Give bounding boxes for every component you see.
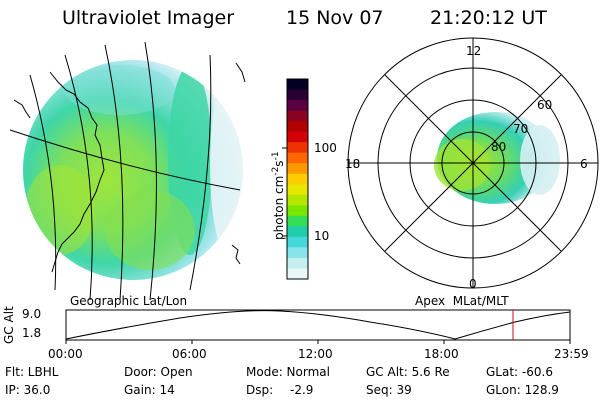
unit-exp2: -1 [271, 151, 281, 161]
ip-info: IP: 36.0 [5, 383, 51, 397]
colorbar-segment [287, 226, 308, 238]
altitude-ymax: 9.0 [22, 307, 42, 321]
geographic-image [9, 41, 246, 301]
colorbar-segment [287, 89, 308, 101]
instrument-title: Ultraviolet Imager [62, 7, 235, 29]
colorbar-segment [287, 131, 308, 143]
glat-info: GLat: -60.6 [486, 365, 553, 379]
colorbar-segment [287, 236, 308, 248]
unit-text: photon cm [272, 175, 286, 240]
colorbar-segment [287, 163, 308, 175]
mlt-label-6: 6 [580, 157, 588, 171]
colorbar-segment [287, 257, 308, 269]
gc-alt-info: GC Alt: 5.6 Re [366, 365, 450, 379]
altitude-ymin: 1.8 [22, 326, 42, 340]
colorbar-segment [287, 215, 308, 227]
colorbar-tick-100: 100 [314, 141, 337, 155]
unit-exp1: -2 [271, 166, 281, 176]
gain-info: Gain: 14 [124, 383, 175, 397]
colorbar-segment [287, 100, 308, 112]
date-label: 15 Nov 07 [286, 7, 384, 29]
unit-s: s [272, 160, 286, 167]
mlat-label-80: 80 [491, 140, 507, 154]
colorbar-tick-10: 10 [314, 229, 330, 243]
dsp-label: Dsp: [246, 383, 274, 397]
time-tick-1800: 18:00 [424, 347, 459, 361]
colorbar-segment [287, 110, 308, 122]
geographic-label: Geographic Lat/Lon [70, 294, 188, 308]
dsp-value: -2.9 [290, 383, 314, 397]
mlat-label-70: 70 [513, 122, 529, 136]
time-tick-0600: 06:00 [172, 347, 207, 361]
mlat-label-60: 60 [537, 98, 553, 112]
colorbar-segment [287, 173, 308, 185]
door-info: Door: Open [124, 365, 193, 379]
apex-label: Apex MLat/MLT [415, 294, 509, 308]
time-tick-0000: 00:00 [48, 347, 83, 361]
mode-info: Mode: Normal [246, 365, 330, 379]
colorbar-unit: photon cm-2s-1 [271, 151, 286, 240]
colorbar-segment [287, 142, 308, 154]
glon-info: GLon: 128.9 [486, 383, 559, 397]
altitude-curve [65, 310, 571, 340]
polar-image [347, 37, 599, 289]
mlt-label-12: 12 [466, 44, 482, 58]
colorbar-segment [287, 268, 308, 280]
time-label: 21:20:12 UT [430, 7, 547, 29]
mlt-label-0: 0 [469, 277, 477, 291]
colorbar-segment [287, 247, 308, 259]
seq-info: Seq: 39 [366, 383, 412, 397]
time-tick-2359: 23:59 [554, 347, 589, 361]
colorbar-segment [287, 79, 308, 91]
filter-info: Flt: LBHL [5, 365, 59, 379]
altitude-axis-title: GC Alt [2, 306, 16, 344]
colorbar-segment [287, 121, 308, 133]
graticule [9, 41, 241, 301]
altitude-plot [65, 309, 571, 344]
polar-grid [347, 37, 599, 289]
time-tick-1200: 12:00 [298, 347, 333, 361]
colorbar-segment [287, 205, 308, 217]
coastline [49, 71, 105, 273]
mlt-label-18: 18 [345, 157, 361, 171]
colorbar-segment [287, 152, 308, 164]
colorbar-segment [287, 194, 308, 206]
colorbar-segment [287, 184, 308, 196]
colorbar [287, 79, 308, 280]
